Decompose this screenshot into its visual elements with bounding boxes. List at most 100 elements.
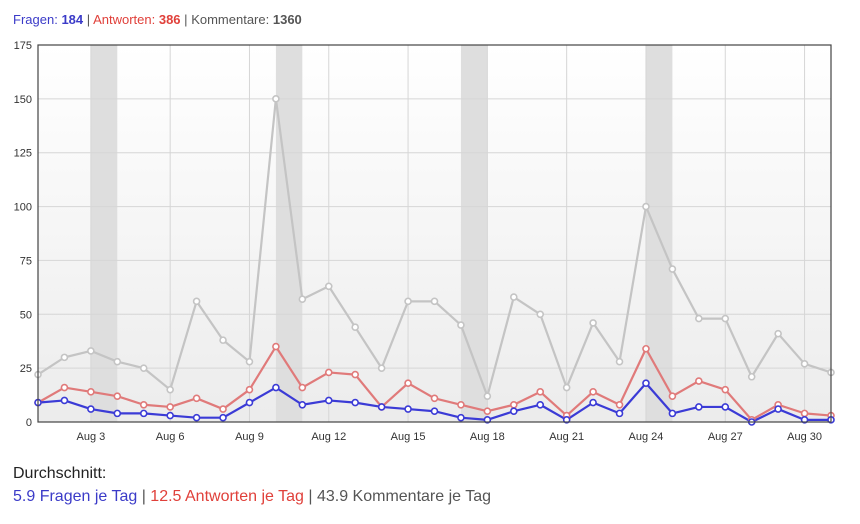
answers-point: [219, 405, 227, 413]
x-tick-label: Aug 18: [470, 431, 505, 443]
x-tick-label: Aug 30: [787, 431, 822, 443]
x-tick-label: Aug 21: [549, 431, 584, 443]
averages-title: Durchschnitt:: [13, 465, 107, 482]
answers-label: Antworten:: [93, 12, 156, 27]
questions-point: [642, 379, 650, 388]
questions-point: [774, 405, 782, 413]
x-tick-label: Aug 6: [156, 431, 185, 443]
y-tick-label: 100: [14, 202, 32, 214]
answers-point: [192, 394, 201, 403]
questions-point: [272, 383, 280, 392]
questions-point: [245, 398, 254, 407]
x-tick-label: Aug 12: [311, 431, 346, 443]
separator: |: [184, 12, 188, 27]
questions-point: [139, 409, 148, 418]
comments-point: [192, 297, 201, 306]
questions-label: Fragen:: [13, 12, 58, 27]
summary-stats: Fragen: 184 | Antworten: 386 | Kommentar…: [13, 12, 302, 27]
answers-point: [404, 379, 412, 388]
questions-point: [298, 400, 307, 409]
comments-point: [509, 293, 518, 301]
comments-point: [166, 385, 174, 394]
separator: |: [308, 488, 313, 505]
x-tick-label: Aug 24: [629, 431, 664, 443]
comments-label: Kommentare:: [191, 12, 270, 27]
comments-point: [642, 202, 650, 211]
comments-point: [272, 95, 280, 103]
questions-point: [166, 411, 174, 420]
plot-border: [37, 44, 832, 423]
y-tick-label: 175: [14, 40, 32, 52]
y-tick-label: 150: [14, 94, 32, 106]
questions-point: [615, 409, 624, 418]
answers-point: [483, 407, 492, 416]
questions-point: [589, 398, 597, 407]
x-tick-label: Aug 9: [235, 431, 264, 443]
comments-point: [245, 357, 254, 366]
answers-point: [272, 342, 280, 351]
questions-point: [483, 416, 492, 424]
comments-point: [377, 364, 386, 372]
comments-point: [483, 392, 492, 400]
comments-point: [457, 321, 465, 329]
comments-point: [721, 314, 730, 323]
questions-point: [377, 403, 386, 411]
questions-point: [87, 405, 95, 413]
questions-point: [192, 413, 201, 422]
answers-point: [800, 409, 809, 418]
comments-point: [219, 336, 227, 344]
answers-point: [668, 392, 677, 400]
answers-point: [721, 385, 730, 394]
answers-point: [166, 403, 174, 411]
answers-count: 386: [158, 12, 181, 27]
x-tick-label: Aug 15: [391, 431, 426, 443]
comments-point: [404, 297, 412, 306]
answers-point: [245, 385, 254, 394]
questions-count: 184: [61, 12, 84, 27]
comments-point: [695, 314, 703, 323]
answers-point: [430, 394, 439, 403]
questions-point: [457, 413, 465, 422]
answers-point: [139, 400, 148, 409]
separator: |: [141, 488, 146, 505]
y-tick-label: 50: [20, 309, 32, 321]
answers-point: [589, 388, 597, 396]
questions-point: [351, 398, 360, 407]
questions-point: [324, 396, 333, 405]
comments-point: [87, 347, 95, 355]
questions-point: [800, 416, 809, 424]
questions-point: [721, 403, 730, 411]
comments-point: [113, 357, 122, 366]
comments-point: [562, 383, 571, 392]
questions-point: [219, 413, 227, 422]
questions-point: [668, 409, 677, 418]
answers-point: [615, 400, 624, 409]
comments-point: [589, 319, 597, 327]
plot-background: [38, 45, 831, 422]
comments-count: 1360: [272, 12, 302, 27]
y-tick-label: 75: [20, 255, 32, 267]
averages-line: 5.9 Fragen je Tag | 12.5 Antworten je Ta…: [13, 488, 491, 506]
x-tick-label: Aug 3: [76, 431, 105, 443]
questions-point: [536, 400, 545, 409]
answers-point: [457, 400, 465, 409]
answers-point: [324, 368, 333, 377]
weekend-band: [90, 45, 118, 422]
answers-average: 12.5 Antworten je Tag: [150, 488, 304, 505]
weekend-band: [460, 45, 488, 422]
questions-point: [404, 405, 412, 413]
answers-point: [642, 344, 650, 353]
answers-point: [113, 392, 122, 400]
questions-point: [113, 409, 122, 418]
questions-average: 5.9 Fragen je Tag: [13, 488, 138, 505]
weekend-band: [645, 45, 673, 422]
comments-point: [747, 372, 756, 381]
separator: |: [86, 12, 91, 27]
questions-point: [695, 403, 703, 411]
answers-point: [298, 383, 307, 392]
comments-point: [139, 364, 148, 372]
answers-point: [509, 400, 518, 409]
questions-point: [509, 407, 518, 416]
comments-point: [800, 360, 809, 368]
activity-line-chart: 0 25 50 75 100 125 150 175 Aug 3 Aug 6 Aug 9 Aug 1…: [14, 40, 835, 443]
